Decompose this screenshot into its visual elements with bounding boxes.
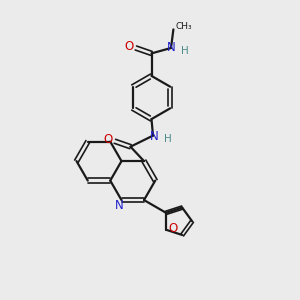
Text: H: H [164,134,171,144]
Text: N: N [167,41,176,54]
Text: H: H [181,46,188,56]
Text: N: N [150,130,159,143]
Text: O: O [125,40,134,53]
Text: CH₃: CH₃ [176,22,192,31]
Text: N: N [115,199,124,212]
Text: O: O [104,133,113,146]
Text: O: O [168,222,177,235]
